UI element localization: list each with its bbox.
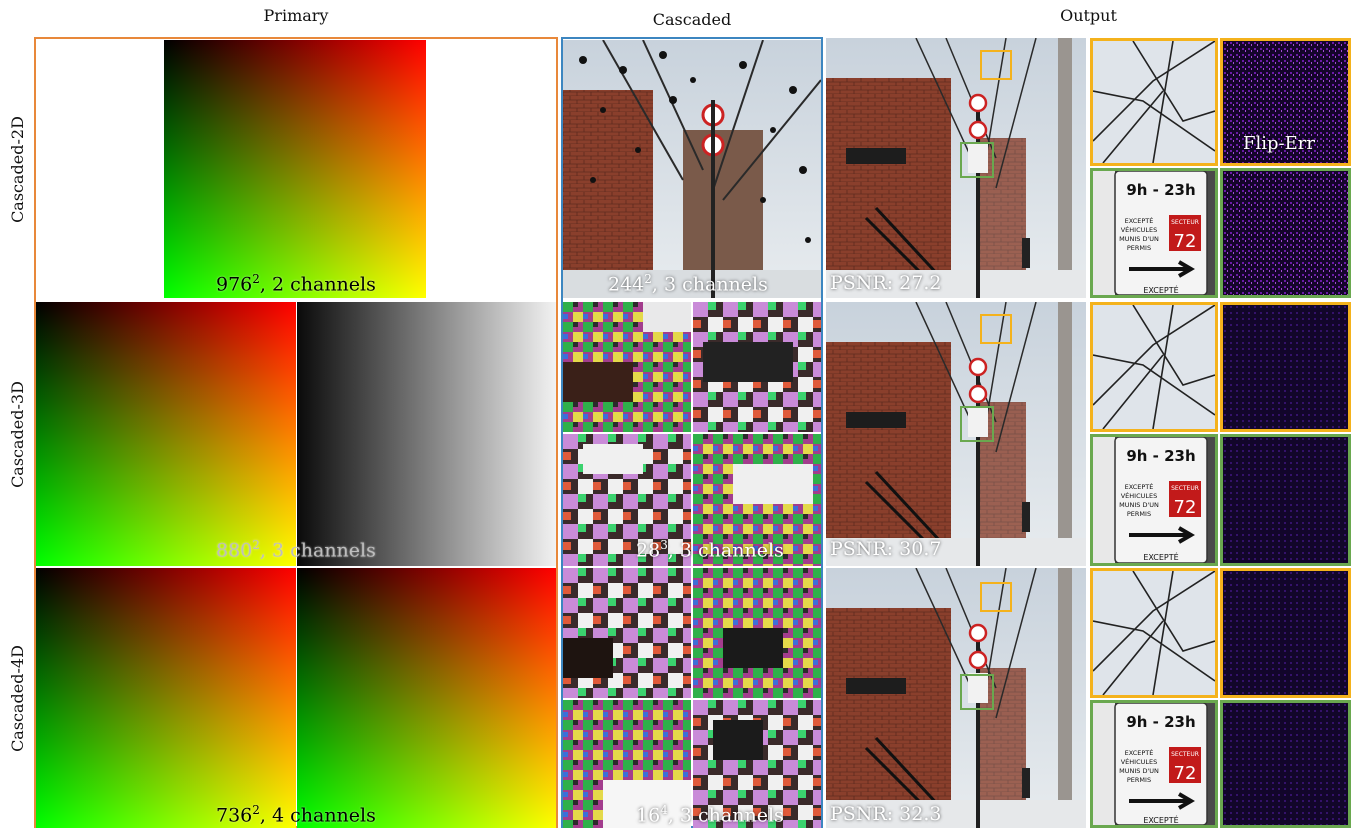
- svg-text:SECTEUR: SECTEUR: [1171, 751, 1199, 758]
- header-primary: Primary: [35, 6, 557, 25]
- svg-text:PERMIS: PERMIS: [1127, 510, 1151, 518]
- output-4d-crop-box-yellow: [980, 582, 1012, 612]
- cascaded-2d-caption: 2442, 3 channels: [608, 272, 768, 295]
- cascaded-2d-image: [563, 40, 821, 298]
- cascaded-4d-tile-2: [693, 568, 821, 698]
- output-2d-photo: [826, 38, 1086, 298]
- output-2d-sign-crop: 9h - 23h EXCEPTÉ VÉHICULES MUNIS D'UN PE…: [1090, 168, 1218, 298]
- header-output: Output: [826, 6, 1351, 25]
- svg-text:SECTEUR: SECTEUR: [1171, 485, 1199, 492]
- svg-text:VÉHICULES: VÉHICULES: [1121, 225, 1158, 234]
- svg-text:72: 72: [1174, 231, 1197, 252]
- svg-text:EXCEPTÉ: EXCEPTÉ: [1125, 748, 1154, 757]
- output-2d-branch-crop: [1090, 38, 1218, 166]
- primary-4d-image-b: [297, 568, 556, 828]
- svg-text:MUNIS D'UN: MUNIS D'UN: [1119, 501, 1159, 509]
- output-2d-crop-box-green: [960, 142, 994, 178]
- output-3d-crop-box-yellow: [980, 314, 1012, 344]
- svg-text:EXCEPTÉ: EXCEPTÉ: [1125, 216, 1154, 225]
- output-4d-sign-flip: [1220, 700, 1351, 828]
- output-2d-sign-flip: [1220, 168, 1351, 298]
- output-4d-branch-crop: [1090, 568, 1218, 698]
- svg-text:EXCEPTÉ: EXCEPTÉ: [1143, 814, 1178, 825]
- output-3d-crop-box-green: [960, 406, 994, 442]
- row-label-3d: Cascaded-3D: [0, 302, 34, 566]
- output-3d-psnr: PSNR: 30.7: [830, 538, 941, 560]
- svg-text:9h - 23h: 9h - 23h: [1126, 181, 1195, 199]
- output-4d-psnr: PSNR: 32.3: [830, 803, 941, 825]
- cascaded-3d-caption: 283, 3 channels: [636, 538, 784, 561]
- output-3d-branch-crop: [1090, 302, 1218, 432]
- output-4d-sign-crop: 9h - 23h EXCEPTÉ VÉHICULES MUNIS D'UN PE…: [1090, 700, 1218, 828]
- output-4d-photo: [826, 568, 1086, 828]
- primary-2d-image: [164, 40, 426, 298]
- svg-text:PERMIS: PERMIS: [1127, 244, 1151, 252]
- svg-text:9h - 23h: 9h - 23h: [1126, 713, 1195, 731]
- header-cascaded: Cascaded: [562, 10, 822, 29]
- svg-text:VÉHICULES: VÉHICULES: [1121, 491, 1158, 500]
- output-3d-sign-crop: 9h - 23h EXCEPTÉ VÉHICULES MUNIS D'UN PE…: [1090, 434, 1218, 566]
- svg-text:EXCEPTÉ: EXCEPTÉ: [1143, 284, 1178, 295]
- flip-err-label: Flip-Err: [1243, 133, 1315, 154]
- svg-text:VÉHICULES: VÉHICULES: [1121, 757, 1158, 766]
- svg-text:EXCEPTÉ: EXCEPTÉ: [1125, 482, 1154, 491]
- cascaded-4d-tile-1: [563, 568, 691, 698]
- output-2d-crop-box-yellow: [980, 50, 1012, 80]
- svg-text:EXCEPTÉ: EXCEPTÉ: [1143, 551, 1178, 562]
- output-2d-psnr: PSNR: 27.2: [830, 272, 941, 294]
- primary-3d-caption: 8802, 3 channels: [216, 538, 376, 561]
- svg-text:SECTEUR: SECTEUR: [1171, 219, 1199, 226]
- primary-2d-caption: 9762, 2 channels: [216, 272, 376, 295]
- primary-3d-image-a: [36, 302, 296, 566]
- cascaded-3d-tile-1: [563, 302, 691, 432]
- primary-4d-caption: 7362, 4 channels: [216, 803, 376, 826]
- output-4d-branch-flip: [1220, 568, 1351, 698]
- output-3d-branch-flip: [1220, 302, 1351, 432]
- output-4d-crop-box-green: [960, 674, 994, 710]
- svg-text:72: 72: [1174, 497, 1197, 518]
- primary-4d-image-a: [36, 568, 296, 828]
- output-3d-sign-flip: [1220, 434, 1351, 566]
- cascaded-3d-tile-2: [693, 302, 821, 432]
- svg-text:MUNIS D'UN: MUNIS D'UN: [1119, 235, 1159, 243]
- svg-text:9h - 23h: 9h - 23h: [1126, 447, 1195, 465]
- cascaded-4d-caption: 164, 3 channels: [636, 803, 784, 826]
- row-label-4d: Cascaded-4D: [0, 568, 34, 828]
- row-label-2d: Cascaded-2D: [0, 38, 34, 300]
- primary-3d-image-b: [297, 302, 556, 566]
- svg-text:PERMIS: PERMIS: [1127, 776, 1151, 784]
- svg-text:MUNIS D'UN: MUNIS D'UN: [1119, 767, 1159, 775]
- svg-text:72: 72: [1174, 763, 1197, 784]
- output-3d-photo: [826, 302, 1086, 566]
